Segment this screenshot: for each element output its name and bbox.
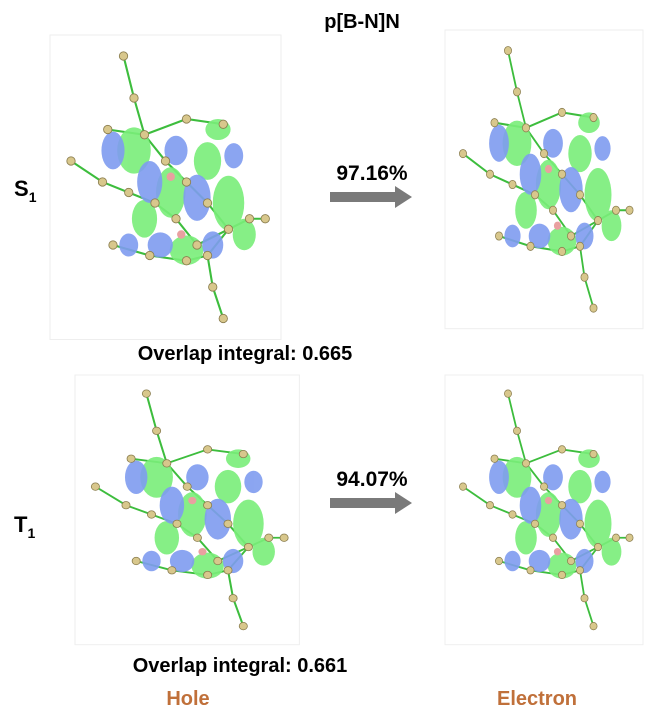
state-letter: T (14, 512, 28, 537)
state-label: T1 (14, 512, 35, 541)
arrow (330, 492, 412, 514)
state-subscript: 1 (29, 189, 37, 205)
state-letter: S (14, 176, 29, 201)
column-label: Hole (166, 688, 209, 710)
hole-orbital (50, 35, 281, 340)
state-subscript: 1 (27, 525, 35, 541)
percent: 97.16% (336, 162, 408, 185)
electron-orbital (445, 375, 643, 645)
overlap: Overlap integral: 0.661 (133, 655, 348, 677)
state-label: S1 (14, 176, 37, 205)
arrow (330, 186, 412, 208)
percent: 94.07% (336, 468, 408, 491)
overlap: Overlap integral: 0.665 (138, 343, 353, 365)
electron-orbital (445, 30, 643, 329)
hole-orbital (75, 375, 299, 645)
figure: p[B-N]N S1 97.16% Overlap integral: 0.66… (0, 0, 662, 711)
title: p[B-N]N (324, 11, 400, 33)
column-label: Electron (497, 688, 577, 710)
